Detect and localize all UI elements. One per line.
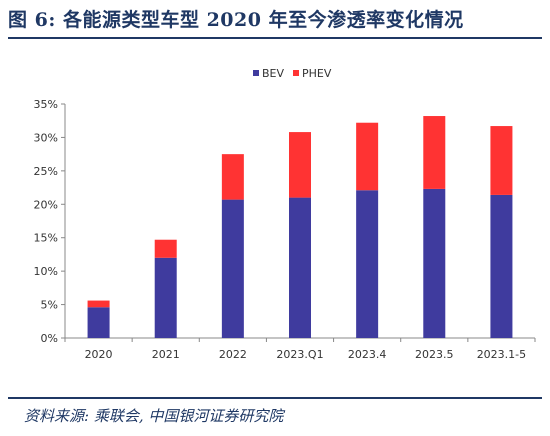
penetration-rate-chart: BEV PHEV 0%5%10%15%20%25%30%35% 2020 2021 2… [34,67,536,361]
bar-bev [356,190,379,338]
footer-divider [8,397,542,399]
bar-phev [87,300,110,308]
bar-phev [289,132,311,198]
bar-bev [154,257,177,338]
bar-bev [289,197,311,338]
x-tick-label: 2023.Q1 [276,348,323,361]
bar-bev [87,307,110,338]
y-tick-label: 0% [41,332,58,345]
y-tick-label: 30% [34,131,58,144]
bar-bev [490,194,513,338]
x-tick-label: 2021 [152,348,180,361]
x-tick-label: 2023.1-5 [477,348,526,361]
legend-swatch-bev [253,70,259,76]
bar-phev [356,122,379,191]
legend-label-phev: PHEV [302,67,332,80]
bar-series [87,116,513,338]
title-divider [8,37,542,39]
y-tick-label: 35% [34,98,58,111]
chart-legend: BEV PHEV [253,67,332,80]
x-tick-label: 2022 [219,348,247,361]
figure-title: 图 6: 各能源类型车型 2020 年至今渗透率变化情况 [8,9,464,31]
y-axis: 0% 5% 10% 15% 20% 25% 30% 35% [34,98,66,345]
bar-bev [423,188,446,338]
legend-swatch-phev [293,70,299,76]
x-tick-label: 2023.4 [348,348,387,361]
bar-bev [221,199,244,338]
bar-phev [221,154,244,200]
y-tick-label: 5% [41,299,58,312]
x-axis: 2020 2021 2022 2023.Q1 2023.4 2023.5 2023.1-5 [64,337,536,361]
y-tick-label: 10% [34,265,58,278]
legend-label-bev: BEV [262,67,284,80]
x-tick-label: 2020 [85,348,113,361]
bar-phev [490,126,513,195]
bar-phev [423,116,446,189]
bar-phev [154,239,177,258]
y-tick-label: 25% [34,165,58,178]
y-tick-label: 15% [34,232,58,245]
x-tick-label: 2023.5 [415,348,454,361]
source-note: 资料来源: 乘联会, 中国银河证券研究院 [24,407,284,425]
y-tick-label: 20% [34,198,58,211]
